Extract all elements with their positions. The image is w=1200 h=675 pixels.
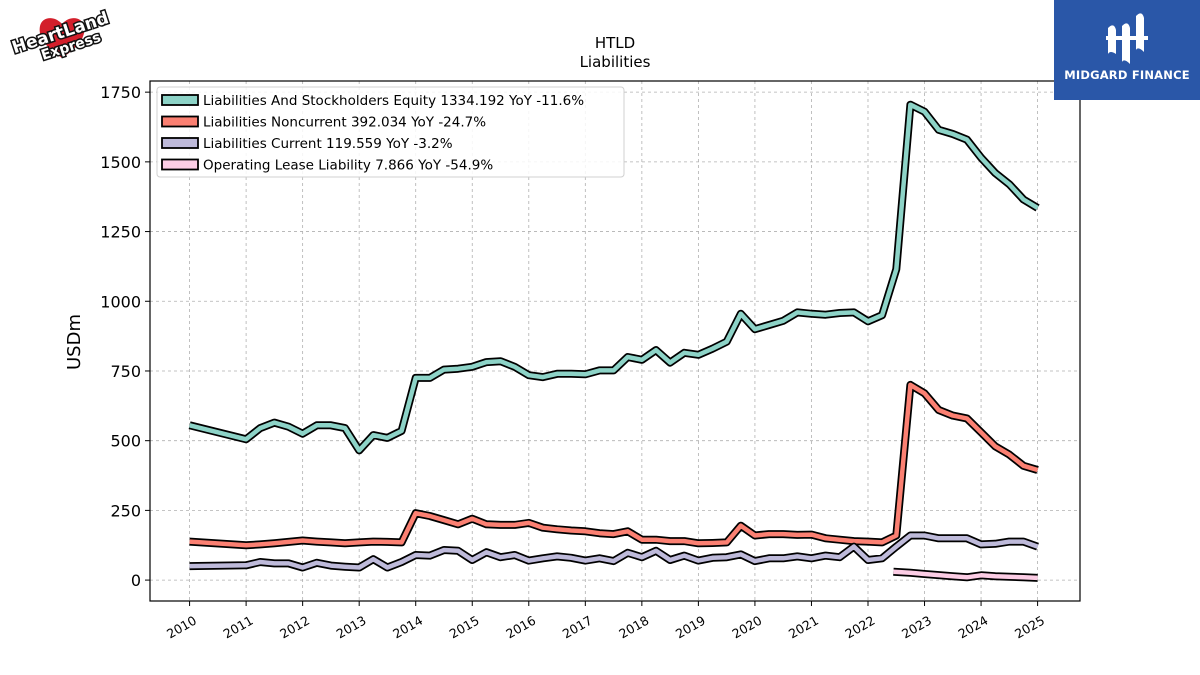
series-layer <box>188 100 1040 582</box>
y-axis-label: USDm <box>64 314 85 370</box>
legend-label: Liabilities Current 119.559 YoY -3.2% <box>203 136 453 152</box>
x-tick-label: 2015 <box>447 613 482 642</box>
y-tick-label: 500 <box>110 432 141 451</box>
x-tick-label: 2022 <box>842 613 877 642</box>
x-tick-label: 2017 <box>560 613 595 642</box>
legend-swatch <box>161 137 199 149</box>
x-tick-label: 2013 <box>334 613 369 642</box>
x-tick-label: 2016 <box>503 613 538 642</box>
legend-label: Liabilities Noncurrent 392.034 YoY -24.7… <box>203 115 486 131</box>
x-tick-label: 2010 <box>164 613 199 642</box>
x-tick-label: 2021 <box>786 613 821 642</box>
chart-title: HTLD <box>595 34 635 52</box>
legend-swatch <box>161 94 199 106</box>
x-tick-label: 2012 <box>277 613 312 642</box>
y-tick-label: 0 <box>131 571 141 590</box>
legend-swatch <box>161 158 199 171</box>
x-tick-label: 2020 <box>729 613 764 642</box>
midgard-mark-icon <box>1106 13 1148 64</box>
y-tick-label: 1250 <box>100 223 141 242</box>
y-tick-label: 1000 <box>100 292 141 311</box>
heartland-express-logo: HeartLand Express <box>4 7 120 66</box>
series-3 <box>893 567 1038 582</box>
chart-subtitle: Liabilities <box>580 53 651 71</box>
y-tick-label: 1750 <box>100 83 141 102</box>
y-tick-label: 1500 <box>100 153 141 172</box>
legend-label: Operating Lease Liability 7.866 YoY -54.… <box>203 158 493 174</box>
legend: Liabilities And Stockholders Equity 1334… <box>156 86 625 178</box>
series-line <box>893 569 1038 581</box>
series-1 <box>189 380 1039 550</box>
series-line <box>189 533 1039 570</box>
x-tick-label: 2023 <box>899 613 934 642</box>
series-line <box>189 102 1039 453</box>
x-tick-label: 2014 <box>390 613 425 642</box>
series-2 <box>189 531 1039 572</box>
x-tick-label: 2025 <box>1012 613 1047 642</box>
series-line <box>189 382 1039 548</box>
x-tick-label: 2018 <box>616 613 651 642</box>
x-tick-label: 2011 <box>221 613 256 642</box>
legend-swatch <box>161 115 199 128</box>
midgard-finance-logo: MIDGARD FINANCE <box>1054 0 1200 100</box>
x-tick-label: 2024 <box>956 613 991 642</box>
series-0 <box>188 100 1040 455</box>
plot-frame <box>149 80 1081 602</box>
legend-label: Liabilities And Stockholders Equity 1334… <box>203 93 584 109</box>
x-tick-label: 2019 <box>673 613 708 642</box>
y-tick-label: 250 <box>110 501 141 520</box>
midgard-finance-text: MIDGARD FINANCE <box>1064 68 1190 82</box>
y-tick-label: 750 <box>110 362 141 381</box>
legend-box <box>156 86 625 178</box>
